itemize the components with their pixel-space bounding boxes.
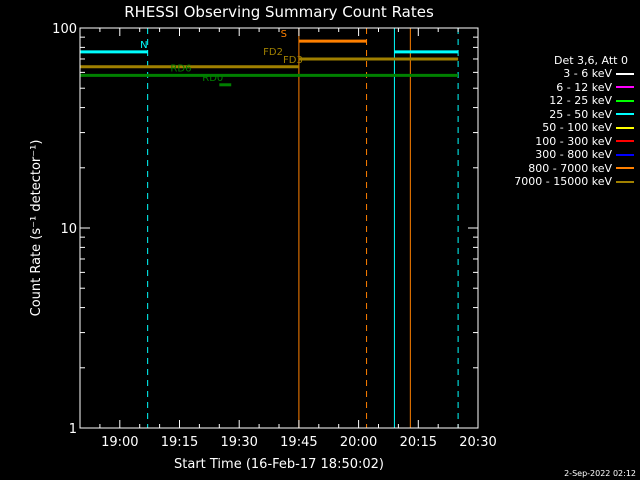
legend-label: 6 - 12 keV xyxy=(556,80,612,94)
y-tick-label: 1 xyxy=(69,422,77,437)
x-tick-label: 19:30 xyxy=(220,435,257,450)
x-tick-label: 20:15 xyxy=(400,435,437,450)
legend-label: 12 - 25 keV xyxy=(549,94,612,108)
legend-item-3-6-kev: 3 - 6 keV xyxy=(478,67,634,81)
legend-item-50-100-kev: 50 - 100 keV xyxy=(478,121,634,135)
legend-swatch xyxy=(616,86,634,89)
legend-item-300-800-kev: 300 - 800 keV xyxy=(478,148,634,162)
x-tick-label: 20:00 xyxy=(340,435,377,450)
flag-label-rd6: RD6 xyxy=(170,63,191,74)
x-tick-label: 20:30 xyxy=(459,435,496,450)
chart-title: RHESSI Observing Summary Count Rates xyxy=(124,3,434,21)
legend-swatch xyxy=(616,113,634,116)
legend-header: Det 3,6, Att 0 xyxy=(554,54,628,67)
flag-label-s: S xyxy=(281,29,287,40)
plot-frame xyxy=(79,27,479,429)
x-tick-label: 19:00 xyxy=(101,435,138,450)
time-markers xyxy=(79,28,459,428)
flag-label-fd3: FD3 xyxy=(283,55,303,66)
legend-swatch xyxy=(616,72,634,75)
legend-label: 50 - 100 keV xyxy=(542,121,612,135)
legend-swatch xyxy=(616,126,634,129)
legend-rows: 3 - 6 keV 6 - 12 keV 12 - 25 keV 25 - 50 ke… xyxy=(478,67,634,189)
x-tick-label: 19:45 xyxy=(280,435,317,450)
flag-label-fd2: FD2 xyxy=(263,47,283,58)
y-tick-label: 10 xyxy=(60,222,77,237)
flag-label-rd0: RD0 xyxy=(202,73,223,84)
flag-label-n: N xyxy=(140,40,147,51)
legend-item-12-25-kev: 12 - 25 keV xyxy=(478,94,634,108)
legend-label: 100 - 300 keV xyxy=(535,134,612,148)
legend-item-7000-15000-kev: 7000 - 15000 keV xyxy=(478,175,634,189)
render-timestamp: 2-Sep-2022 02:12 xyxy=(564,469,636,478)
y-tick-label: 100 xyxy=(52,22,77,37)
legend-swatch xyxy=(616,140,634,143)
x-axis-title: Start Time (16-Feb-17 18:50:02) xyxy=(174,457,384,472)
legend-label: 300 - 800 keV xyxy=(535,148,612,162)
legend-swatch xyxy=(616,167,634,170)
legend-swatch xyxy=(616,180,634,183)
axes: 1 10 100 19:00 19:15 19:30 19:45 20:00 20:15 20:3… xyxy=(52,22,497,450)
legend-item-800-7000-kev: 800 - 7000 keV xyxy=(478,162,634,176)
legend-label: 25 - 50 keV xyxy=(549,107,612,121)
y-axis-title: Count Rate (s⁻¹ detector⁻¹) xyxy=(29,140,44,317)
legend-label: 3 - 6 keV xyxy=(563,67,612,81)
legend-label: 7000 - 15000 keV xyxy=(514,175,612,189)
x-tick-label: 19:15 xyxy=(161,435,198,450)
legend-swatch xyxy=(616,99,634,102)
legend-swatch xyxy=(616,153,634,156)
legend-item-25-50-kev: 25 - 50 keV xyxy=(478,108,634,122)
legend: Det 3,6, Att 0 3 - 6 keV 6 - 12 keV 12 - 2… xyxy=(478,54,634,189)
legend-item-6-12-kev: 6 - 12 keV xyxy=(478,81,634,95)
legend-item-100-300-kev: 100 - 300 keV xyxy=(478,135,634,149)
legend-label: 800 - 7000 keV xyxy=(528,161,612,175)
